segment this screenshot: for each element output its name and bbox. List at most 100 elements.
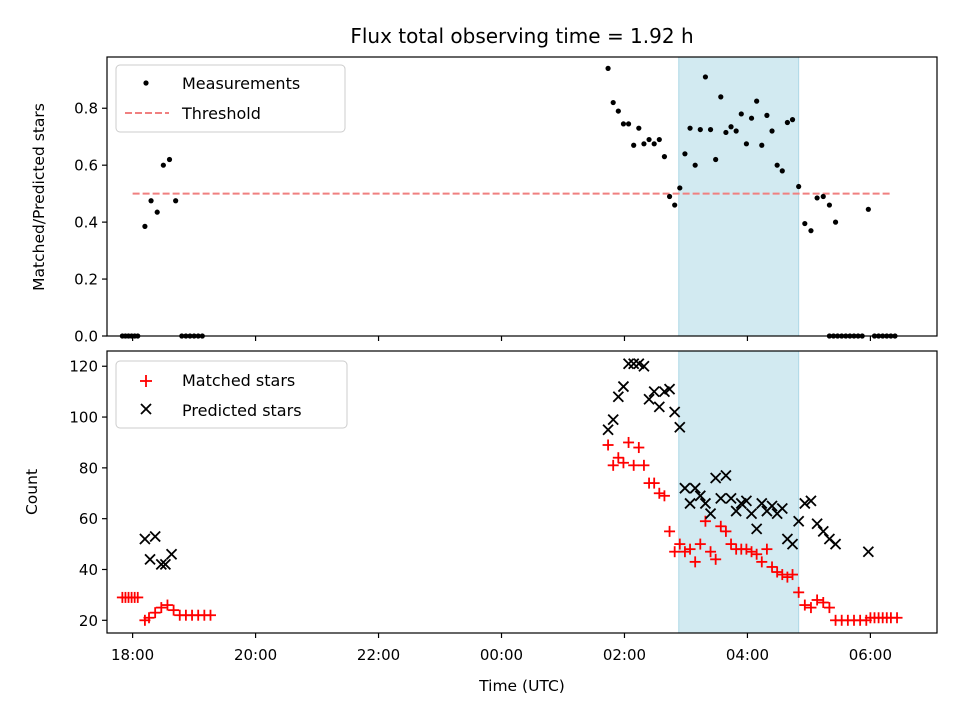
measurement-point (173, 198, 179, 204)
predicted-star-point (602, 424, 614, 436)
matched-star-point (756, 556, 768, 568)
matched-star-point (628, 459, 640, 471)
measurement-point (620, 121, 627, 127)
measurement-point (636, 125, 642, 131)
legend-measurements-label: Measurements (182, 74, 300, 93)
predicted-star-point (756, 497, 768, 510)
matched-star-point (793, 586, 805, 598)
measurement-point (820, 193, 826, 200)
matched-star-point (607, 459, 619, 471)
predicted-star-point (607, 413, 619, 426)
matched-star-point (623, 436, 635, 448)
predicted-star-point (725, 492, 737, 504)
matched-star-point (149, 607, 161, 619)
predicted-star-point (144, 553, 156, 565)
xtick-label: 20:00 (234, 646, 277, 664)
measurement-point (774, 162, 780, 168)
matched-star-point (143, 612, 155, 624)
measurement-point (723, 129, 729, 136)
xtick-label: 18:00 (111, 646, 154, 664)
predicted-star-point (704, 507, 717, 520)
measurement-point (814, 195, 820, 201)
matched-star-point (168, 604, 180, 616)
measurement-point (142, 223, 148, 229)
measurement-point (764, 112, 770, 118)
predicted-star-point (694, 490, 706, 502)
matched-star-point (669, 546, 681, 558)
matched-star-point (761, 543, 773, 555)
matched-star-point (811, 594, 823, 606)
matched-star-point (638, 459, 650, 471)
predicted-star-point (751, 523, 763, 535)
measurement-point (625, 121, 632, 127)
measurement-point (759, 142, 765, 148)
measurement-point (646, 136, 652, 143)
matched-star-point (781, 571, 793, 583)
measurement-point (682, 151, 688, 157)
matched-star-point (746, 546, 758, 558)
bottom-legend: Matched stars Predicted stars (115, 360, 348, 429)
measurement-point (707, 126, 714, 133)
predicted-star-point (663, 383, 676, 395)
legend-matched-label: Matched stars (182, 371, 295, 390)
predicted-star-point (715, 492, 727, 504)
matched-star-point (674, 538, 686, 550)
predicted-star-point (805, 495, 817, 507)
predicted-star-point (799, 497, 811, 510)
measurement-point (808, 228, 814, 234)
measurement-point (697, 126, 703, 133)
xtick-label: 02:00 (603, 646, 646, 664)
measurement-point (651, 141, 657, 147)
xtick-label: 22:00 (357, 646, 400, 664)
measurement-point (702, 74, 709, 80)
measurement-point (166, 156, 173, 163)
predicted-star-point (730, 505, 742, 517)
measurement-point (160, 162, 166, 168)
measurement-point (666, 193, 673, 200)
measurement-point (738, 111, 744, 117)
matched-star-point (684, 543, 696, 555)
predicted-star-point (862, 546, 874, 558)
predicted-star-point (817, 525, 829, 538)
legend-threshold-label: Threshold (181, 104, 261, 123)
predicted-star-point (669, 406, 681, 418)
matched-star-point (658, 490, 670, 502)
legend-predicted-marker (140, 403, 152, 415)
measurement-point (641, 141, 647, 147)
predicted-star-point (689, 482, 701, 494)
predicted-star-point (155, 558, 167, 571)
measurement-point (677, 185, 683, 191)
predicted-star-point (628, 358, 640, 370)
measurement-point (733, 128, 739, 134)
matched-star-point (705, 546, 717, 558)
predicted-star-point (740, 495, 753, 507)
predicted-star-point (829, 538, 842, 550)
bottom-ytick-label: 60 (79, 510, 98, 528)
predicted-star-point (684, 497, 696, 510)
matched-star-point (799, 599, 811, 611)
measurement-point (743, 141, 750, 147)
xtick-label: 06:00 (849, 646, 892, 664)
matched-star-point (132, 591, 144, 603)
predicted-star-point (149, 530, 161, 543)
predicted-star-point (710, 472, 722, 484)
matched-star-point (776, 569, 788, 581)
x-axis-label: Time (UTC) (478, 677, 565, 695)
matched-star-point (689, 556, 701, 568)
measurement-point (789, 117, 796, 123)
predicted-star-point (159, 558, 172, 571)
matched-star-point (891, 612, 903, 624)
predicted-star-point (786, 538, 799, 550)
matched-star-point (694, 538, 706, 550)
matched-star-point (766, 561, 778, 573)
measurement-point (748, 115, 755, 121)
matched-star-point (633, 442, 645, 454)
bottom-y-axis-label: Count (23, 469, 41, 515)
chart-title: Flux total observing time = 1.92 h (350, 24, 693, 48)
top-ytick-label: 0.8 (74, 100, 98, 118)
matched-star-point (664, 525, 676, 537)
legend-matched-marker (140, 375, 152, 387)
measurement-point (610, 99, 616, 106)
bottom-ytick-label: 20 (79, 612, 98, 630)
matched-star-point (787, 569, 799, 581)
